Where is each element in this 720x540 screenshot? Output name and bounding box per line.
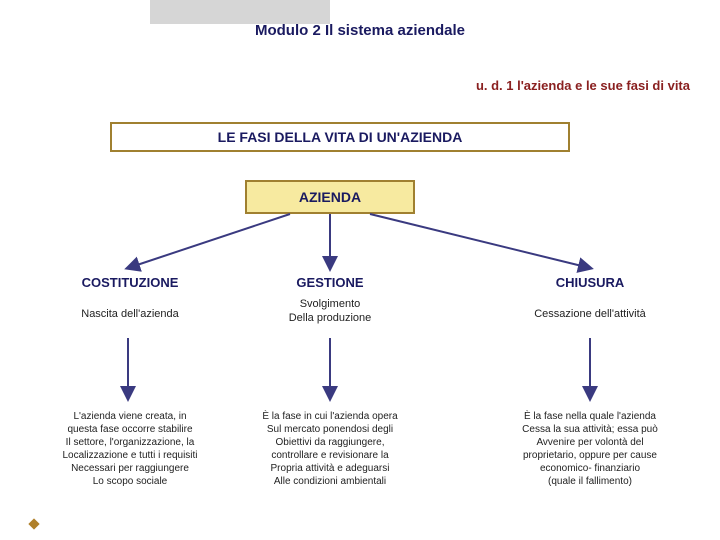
col1-title: COSTITUZIONE xyxy=(30,275,230,290)
col3-desc: È la fase nella quale l'aziendaCessa la … xyxy=(490,410,690,488)
col1-subtitle: Nascita dell'azienda xyxy=(30,308,230,322)
decorative-bullet xyxy=(28,518,39,529)
center-node: AZIENDA xyxy=(245,180,415,214)
module-title: Modulo 2 Il sistema aziendale xyxy=(0,22,720,39)
unit-subtitle: u. d. 1 l'azienda e le sue fasi di vita xyxy=(476,78,690,93)
col2-desc: È la fase in cui l'azienda operaSul merc… xyxy=(230,410,430,488)
col1-desc: L'azienda viene creata, inquesta fase oc… xyxy=(30,410,230,488)
col2-title: GESTIONE xyxy=(230,275,430,290)
heading-box: LE FASI DELLA VITA DI UN'AZIENDA xyxy=(110,122,570,152)
col3-title: CHIUSURA xyxy=(490,275,690,290)
header-shade xyxy=(150,0,330,24)
col3-subtitle: Cessazione dell'attività xyxy=(490,308,690,322)
col2-subtitle: SvolgimentoDella produzione xyxy=(230,298,430,326)
